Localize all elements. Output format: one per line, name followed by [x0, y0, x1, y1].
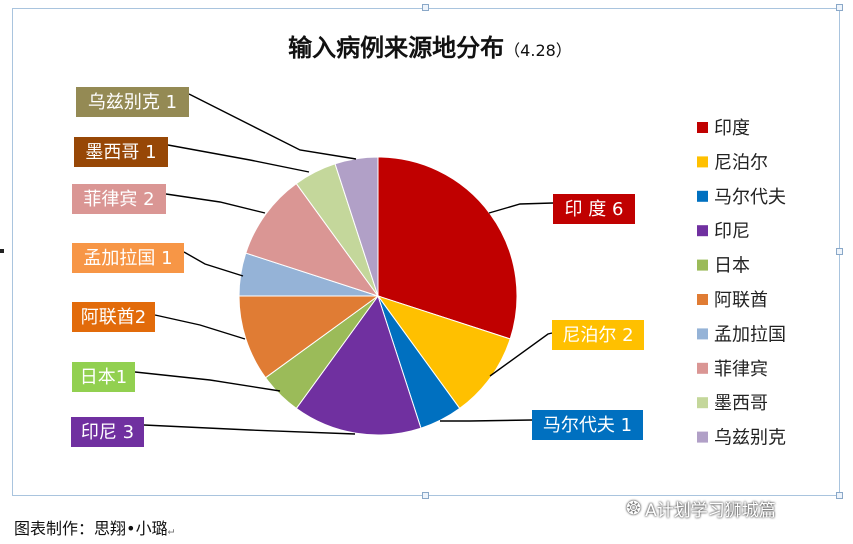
data-label-box	[72, 243, 184, 273]
resize-handle-bottom-right[interactable]	[836, 492, 843, 499]
legend-item: 乌兹别克	[697, 428, 786, 449]
legend-swatch	[697, 362, 708, 374]
data-label-text: 印尼 3	[81, 422, 134, 443]
legend-item: 印度	[697, 118, 750, 139]
data-label-text: 墨西哥 1	[85, 142, 156, 163]
pie-slice	[377, 156, 518, 340]
legend-label: 印度	[714, 118, 750, 139]
data-label-box	[72, 302, 155, 332]
data-label-text: 印 度 6	[565, 199, 624, 220]
legend-item: 阿联酋	[697, 290, 768, 311]
leader-line	[134, 371, 281, 392]
data-label-box	[71, 417, 144, 447]
data-label: 菲律宾 2	[72, 184, 166, 214]
wechat-icon: ❂	[626, 498, 642, 519]
pie-slices	[238, 156, 518, 436]
legend-item: 马尔代夫	[697, 187, 786, 208]
legend-item: 尼泊尔	[697, 152, 768, 173]
legend-item: 日本	[697, 256, 750, 277]
legend-swatch	[697, 190, 708, 202]
data-label-box	[553, 194, 635, 224]
resize-handle-right[interactable]	[836, 248, 843, 255]
data-label: 孟加拉国 1	[72, 243, 184, 273]
legend-swatch	[697, 156, 708, 168]
legend-item: 印尼	[697, 221, 750, 242]
legend-label: 印尼	[714, 221, 750, 242]
data-label: 马尔代夫 1	[532, 410, 643, 440]
data-label-box	[72, 184, 166, 214]
data-label-text: 尼泊尔 2	[562, 325, 633, 346]
data-label-text: 日本1	[80, 367, 127, 388]
data-label-box	[76, 87, 189, 117]
chart-title: 输入病例来源地分布（4.28）	[288, 34, 572, 62]
data-label-text: 阿联酋2	[81, 307, 146, 328]
chart-subtitle: （4.28）	[504, 41, 572, 60]
paragraph-mark: ↵	[167, 524, 175, 537]
data-label: 印 度 6	[553, 194, 635, 224]
legend-label: 孟加拉国	[714, 324, 786, 345]
legend-swatch	[697, 431, 708, 443]
data-labels: 印 度 6 尼泊尔 2 马尔代夫 1 印尼 3 日本1 阿联酋2 孟加拉国 1 菲律宾 2 墨西…	[71, 87, 644, 447]
legend-swatch	[697, 259, 708, 271]
data-label-text: 马尔代夫 1	[543, 415, 632, 436]
leader-line	[143, 424, 356, 435]
data-label-text: 菲律宾 2	[83, 189, 154, 210]
legend-label: 乌兹别克	[714, 428, 786, 449]
legend-swatch	[697, 122, 708, 133]
legend-label: 马尔代夫	[714, 187, 786, 208]
pie-slice	[238, 295, 380, 379]
resize-handle-bottom[interactable]	[422, 492, 429, 499]
legend-label: 尼泊尔	[714, 152, 768, 173]
chart-title-text: 输入病例来源地分布	[288, 34, 504, 62]
data-label-box	[552, 320, 644, 350]
watermark-text: A计划学习狮城篇	[645, 501, 776, 521]
legend-swatch	[697, 225, 708, 237]
resize-handle-top[interactable]	[422, 4, 429, 11]
pie-slice	[245, 182, 380, 297]
pie-slice	[295, 294, 422, 436]
resize-handle-top-right[interactable]	[836, 4, 843, 11]
legend-swatch	[697, 328, 708, 340]
leader-line	[183, 251, 244, 277]
data-label: 印尼 3	[71, 417, 144, 447]
legend-label: 菲律宾	[714, 359, 768, 380]
data-label: 阿联酋2	[72, 302, 155, 332]
leader-line	[488, 202, 554, 214]
leader-lines	[134, 93, 554, 435]
data-label-text: 孟加拉国 1	[83, 248, 172, 269]
leader-line	[440, 419, 533, 422]
watermark: ❂ A计划学习狮城篇	[626, 496, 776, 521]
legend-item: 孟加拉国	[697, 324, 786, 345]
leader-line	[188, 93, 357, 160]
leader-line	[165, 193, 266, 214]
legend-item: 墨西哥	[697, 393, 768, 414]
data-label-box	[72, 362, 135, 392]
legend-item: 菲律宾	[697, 359, 768, 380]
pie-slice	[334, 156, 379, 297]
data-label-box	[74, 137, 168, 167]
leader-line	[489, 332, 553, 377]
legend-swatch	[697, 294, 708, 305]
data-label: 乌兹别克 1	[76, 87, 189, 117]
data-label: 日本1	[72, 362, 135, 392]
data-label: 尼泊尔 2	[552, 320, 644, 350]
legend-label: 阿联酋	[714, 290, 768, 311]
data-label: 墨西哥 1	[74, 137, 168, 167]
data-label-text: 乌兹别克 1	[88, 92, 177, 113]
data-label-box	[532, 410, 643, 440]
legend-swatch	[697, 397, 708, 409]
anchor-marker	[0, 249, 4, 253]
leader-line	[167, 144, 310, 173]
legend-label: 墨西哥	[714, 393, 768, 414]
legend-label: 日本	[714, 256, 750, 277]
chart-caption: 图表制作：思翔•小璐↵	[14, 519, 175, 538]
pie-slice	[376, 295, 511, 410]
leader-line	[154, 314, 246, 340]
